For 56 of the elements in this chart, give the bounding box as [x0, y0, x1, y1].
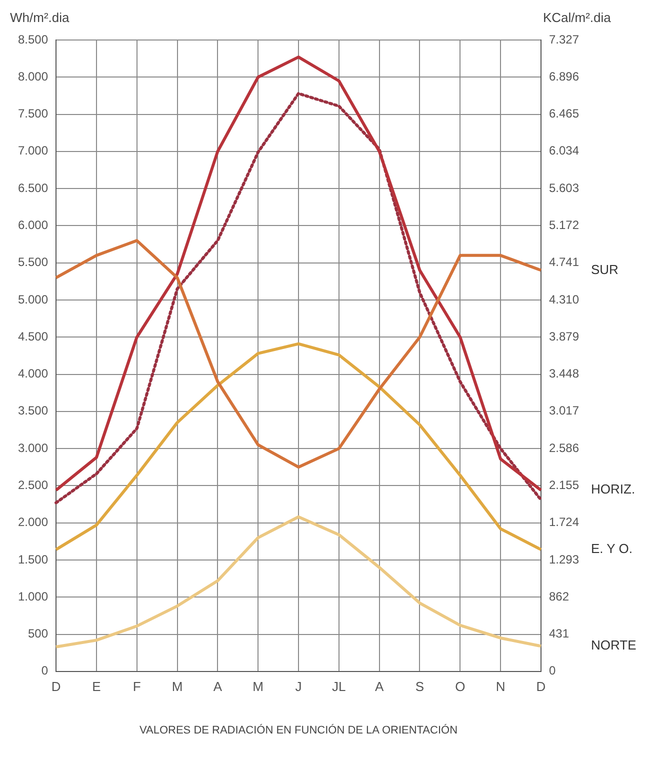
y-tick-label: 2.500	[18, 478, 48, 492]
y-tick-label: 5.500	[18, 255, 48, 270]
x-tick-label: J	[295, 678, 302, 694]
y2-tick-label: 1.724	[548, 515, 580, 530]
y2-tick-label: 431	[548, 626, 570, 641]
y2-tick-label: 7.327	[548, 32, 580, 46]
y2-axis-title: KCal/m².dia	[542, 10, 612, 25]
y-tick-label: 6.000	[18, 218, 48, 232]
y-tick-label: 2.000	[18, 515, 48, 530]
y-tick-label: 7.000	[18, 144, 48, 158]
x-tick-label: JL	[332, 678, 346, 694]
y-tick-label: 8.500	[18, 32, 48, 46]
x-tick-label: M	[252, 678, 264, 694]
y-tick-label: 1.500	[18, 552, 48, 566]
y2-tick-label: 2.155	[548, 478, 580, 492]
y-tick-label: 3.000	[18, 440, 48, 455]
y-tick-label: 4.500	[18, 329, 48, 344]
x-tick-label: A	[213, 678, 222, 694]
y-tick-label: 4.000	[18, 366, 48, 381]
text: HORIZ.	[591, 482, 636, 497]
x-tick-label: E	[92, 678, 102, 694]
y-tick-label: 0	[41, 664, 48, 678]
x-tick-label: O	[455, 678, 466, 694]
y2-tick-label: 862	[548, 589, 570, 604]
y2-tick-label: 3.017	[548, 404, 580, 418]
y2-tick-label: 5.603	[548, 180, 580, 195]
y2-tick-label: 0	[548, 664, 556, 678]
y-axis-title: Wh/m².dia	[10, 10, 70, 25]
x-tick-label: D	[536, 678, 546, 694]
text: NORTE	[591, 638, 637, 653]
y2-tick-label: 4.310	[548, 292, 580, 306]
y2-tick-label: 1.293	[548, 552, 580, 566]
x-tick-label: F	[132, 678, 141, 694]
y2-tick-label: 2.586	[548, 440, 580, 455]
x-tick-label: D	[51, 678, 61, 694]
y-tick-label: 5.000	[18, 292, 48, 306]
y-tick-label: 3.500	[18, 404, 48, 418]
y2-tick-label: 6.034	[548, 144, 580, 158]
text: E. Y O.	[591, 541, 632, 556]
text: SUR	[591, 262, 618, 277]
x-axis-title: VALORES DE RADIACIÓN EN FUNCIÓN DE LA ORIENTACIÓN	[139, 723, 458, 736]
x-tick-label: A	[374, 678, 384, 694]
y2-tick-label: 6.465	[548, 106, 580, 121]
y2-tick-label: 5.172	[548, 218, 580, 232]
y2-tick-label: 6.896	[548, 69, 580, 84]
x-tick-label: S	[415, 678, 424, 694]
y2-tick-label: 3.448	[548, 366, 580, 381]
y-tick-label: 500	[28, 626, 48, 641]
y-tick-label: 1.000	[18, 589, 48, 604]
y-tick-label: 8.000	[18, 69, 48, 84]
y-tick-label: 6.500	[18, 180, 48, 195]
y2-tick-label: 4.741	[548, 255, 580, 270]
y2-tick-label: 3.879	[548, 329, 580, 344]
x-tick-label: N	[496, 678, 506, 694]
x-tick-label: M	[172, 678, 183, 694]
y-tick-label: 7.500	[18, 106, 48, 121]
